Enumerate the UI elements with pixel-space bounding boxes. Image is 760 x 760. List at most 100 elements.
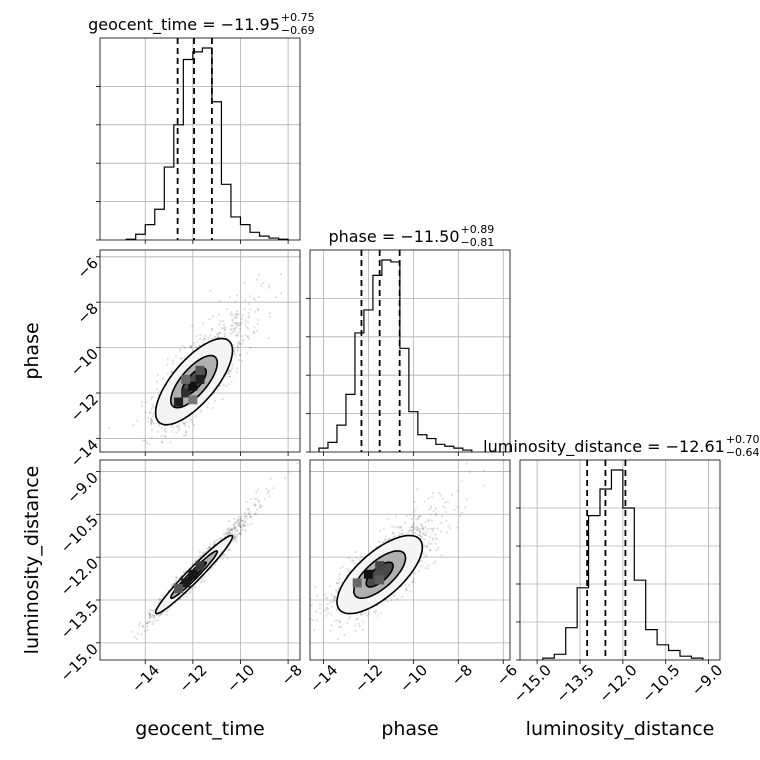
scatter-point [155, 380, 159, 383]
scatter-point [442, 505, 445, 508]
scatter-point [174, 355, 178, 358]
scatter-point [411, 580, 414, 583]
scatter-point [163, 429, 166, 432]
scatter-point [268, 312, 271, 315]
scatter-point [190, 346, 193, 349]
scatter-point [347, 557, 350, 560]
scatter-point [239, 525, 242, 528]
scatter-point [239, 517, 242, 520]
scatter-point [263, 497, 266, 500]
scatter-point [427, 528, 430, 531]
scatter-point [244, 529, 247, 532]
scatter-point [431, 492, 434, 495]
scatter-point [202, 322, 205, 325]
scatter-point [449, 527, 452, 530]
scatter-point [148, 613, 151, 616]
scatter-point [323, 609, 326, 612]
scatter-point [257, 308, 260, 311]
scatter-point [238, 522, 241, 525]
scatter-point [244, 511, 247, 515]
scatter-point [228, 375, 231, 378]
scatter-point [151, 420, 154, 423]
scatter-point [147, 417, 150, 420]
scatter-point [228, 532, 231, 535]
scatter-point [232, 537, 235, 541]
scatter-point [393, 535, 397, 538]
scatter-point [436, 537, 439, 541]
scatter-point [162, 377, 165, 381]
scatter-point [445, 520, 448, 523]
scatter-point [244, 319, 247, 322]
scatter-point [235, 324, 238, 327]
scatter-point [151, 623, 154, 626]
scatter-point [223, 336, 226, 339]
scatter-point [175, 576, 178, 579]
scatter-point [391, 525, 394, 528]
scatter-point [416, 529, 419, 532]
scatter-point [135, 419, 138, 422]
scatter-point [241, 519, 244, 523]
scatter-point [330, 593, 334, 597]
scatter-point [236, 324, 240, 327]
scatter-point [257, 295, 260, 299]
density-cell [181, 388, 191, 398]
scatter-point [329, 601, 333, 604]
scatter-point [416, 526, 419, 529]
scatter-point [233, 321, 236, 325]
scatter-point [438, 491, 441, 494]
scatter-point [231, 363, 234, 366]
scatter-point [170, 371, 173, 374]
scatter-point [144, 411, 147, 414]
scatter-point [325, 608, 328, 611]
y-axis-label-luminosity_distance: luminosity_distance [21, 466, 43, 655]
scatter-point [316, 594, 319, 597]
scatter-point [237, 346, 240, 349]
scatter-point [249, 515, 252, 519]
scatter-point [165, 613, 168, 616]
scatter-point [234, 316, 237, 319]
scatter-point [234, 327, 237, 330]
scatter-point [319, 612, 322, 615]
scatter-point [248, 338, 251, 341]
scatter-point [202, 552, 205, 555]
scatter-point [228, 369, 231, 372]
scatter-point [404, 584, 407, 587]
x-axis-label-luminosity_distance: luminosity_distance [526, 718, 715, 740]
scatter-point [187, 425, 190, 428]
scatter-point [441, 497, 444, 500]
scatter-point [310, 604, 313, 607]
scatter-point [235, 313, 238, 316]
scatter-point [214, 563, 217, 566]
scatter-point [246, 336, 249, 339]
scatter-point [265, 487, 268, 490]
scatter-point [243, 308, 246, 311]
scatter-point [233, 523, 236, 526]
scatter-point [334, 619, 337, 622]
scatter-point [244, 323, 247, 326]
scatter-point [234, 334, 237, 337]
scatter-point [260, 504, 264, 507]
scatter-point [209, 334, 212, 337]
scatter-point [237, 340, 240, 343]
scatter-point [191, 420, 194, 424]
scatter-point [330, 624, 333, 627]
scatter-point [157, 619, 160, 622]
hist-title-plus: +0.70 [726, 433, 760, 446]
scatter-point [229, 328, 232, 331]
scatter-point [148, 620, 152, 624]
scatter-point [428, 508, 431, 511]
scatter-point [236, 314, 239, 317]
scatter-point [182, 421, 185, 425]
scatter-point [227, 527, 230, 530]
scatter-point [216, 336, 219, 339]
scatter-point [146, 622, 149, 625]
scatter-point [349, 615, 352, 619]
scatter-point [411, 526, 414, 529]
scatter-point [267, 337, 270, 340]
scatter-point [400, 532, 403, 535]
scatter-point [426, 567, 430, 570]
scatter-point [208, 546, 211, 549]
density-cell [174, 584, 184, 594]
scatter-point [419, 534, 422, 537]
scatter-point [440, 521, 443, 524]
